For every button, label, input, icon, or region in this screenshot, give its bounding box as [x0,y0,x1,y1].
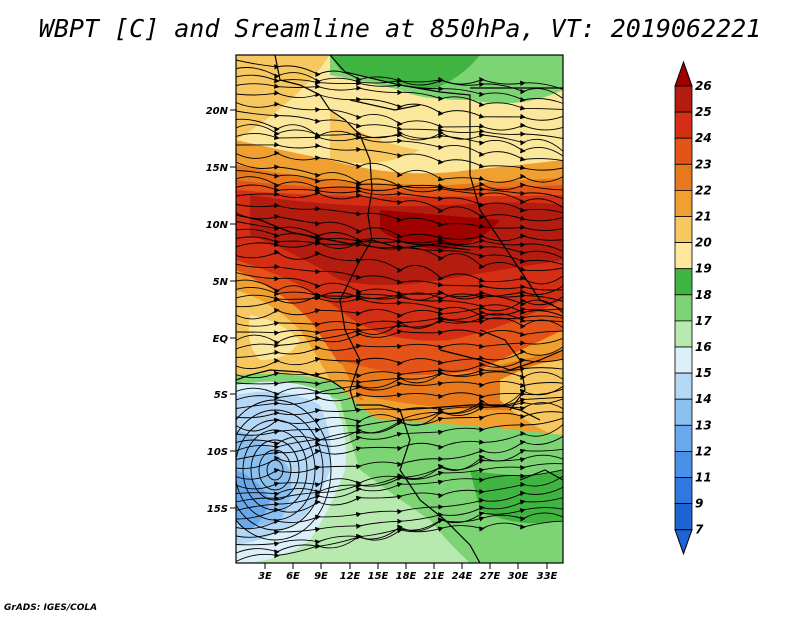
colorbar-label: 13 [695,418,712,432]
lon-label: 3E [258,571,272,582]
map-title: WBPT [C] and Sreamline at 850hPa, VT: 20… [38,14,762,43]
lat-label: 10S [207,447,228,458]
colorbar-swatch [674,450,693,478]
colorbar-label: 16 [695,340,712,354]
colorbar-label: 24 [695,131,712,145]
lat-label: 5N [213,277,229,288]
colorbar-swatch [674,268,693,296]
shade-f-sw-12 [236,470,270,530]
colorbar-label: 7 [695,523,704,537]
lon-label: 15E [368,571,389,582]
swirl-streamline [236,419,316,521]
colorbar-label: 21 [695,210,712,224]
colorbar-swatch [674,242,693,270]
lat-label: 15S [207,504,228,515]
colorbar-swatch [674,189,693,217]
swirl-streamline [236,399,332,541]
colorbar-label: 17 [695,314,712,328]
colorbar-label: 11 [695,471,712,485]
lon-label: 9E [314,571,328,582]
swirl-streamline [236,409,324,531]
colorbar-swatch [674,398,693,426]
colorbar-swatch [674,320,693,348]
colorbar-swatch [674,503,693,531]
lon-label: 18E [396,571,417,582]
colorbar-top-arrow [674,60,693,87]
colorbar-swatch [674,85,693,113]
colorbar-swatch [674,346,693,374]
swirl-streamline [258,449,292,491]
longitude-axis: 3E 6E 9E 12E 15E 18E 21E 24E 27E 30E 33E [258,563,558,582]
colorbar-label: 9 [695,497,703,511]
lon-label: 27E [480,571,501,582]
colorbar-swatch [674,137,693,165]
plot-frame [235,54,564,564]
lon-label: 24E [452,571,473,582]
lon-label: 33E [537,571,558,582]
colorbar-label: 20 [695,236,712,250]
lon-label: 6E [286,571,300,582]
country-borders [236,55,563,563]
colorbar-label: 14 [695,392,712,406]
colorbar-label: 19 [695,262,712,276]
lon-label: 30E [508,571,529,582]
colorbar-label: 18 [695,288,712,302]
colorbar-swatch [674,477,693,505]
lat-label: EQ [213,334,229,345]
colorbar-swatch [674,111,693,139]
credit-label: GrADS: IGES/COLA [4,603,98,613]
colorbar: 26 25 24 23 22 21 20 19 18 17 16 15 14 13 12 11 9 7 [674,60,712,556]
colorbar-label: 22 [695,183,712,197]
colorbar-label: 15 [695,366,712,380]
lon-label: 21E [424,571,445,582]
colorbar-swatch [674,163,693,191]
swirl-streamline [250,439,300,501]
colorbar-bottom-arrow [674,529,693,556]
colorbar-swatch [674,216,693,244]
colorbar-swatch [674,294,693,322]
lon-label: 12E [340,571,361,582]
lat-label: 20N [206,106,229,117]
colorbar-label: 26 [695,79,712,93]
streamline [236,520,563,562]
colorbar-label: 23 [695,157,712,171]
colorbar-swatch [674,424,693,452]
lat-label: 10N [206,220,229,231]
lat-label: 5S [214,390,228,401]
colorbar-swatch [674,372,693,400]
colorbar-label: 25 [695,105,712,119]
swirl-streamline [266,459,284,481]
colorbar-label: 12 [695,444,712,458]
latitude-axis: 20N 15N 10N 5N EQ 5S 10S 15S [206,106,236,515]
swirl-streamline [242,429,308,511]
lat-label: 15N [206,163,229,174]
